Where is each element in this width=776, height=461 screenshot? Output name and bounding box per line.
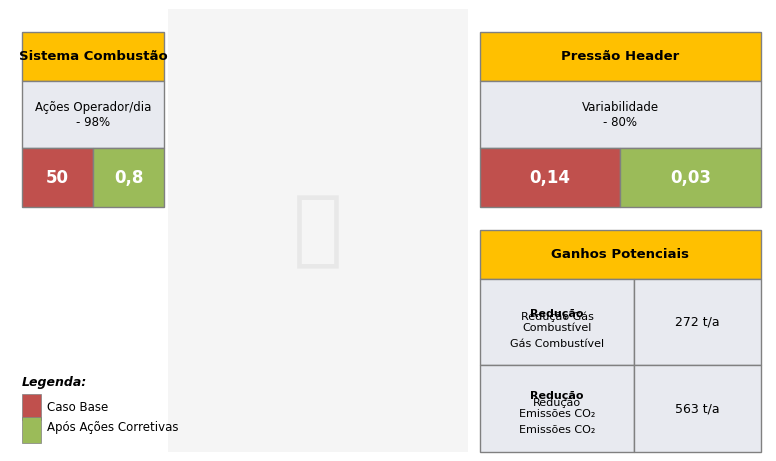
FancyBboxPatch shape: [168, 9, 468, 452]
FancyBboxPatch shape: [22, 32, 165, 81]
FancyBboxPatch shape: [620, 148, 760, 207]
Text: Redução: Redução: [530, 309, 584, 319]
FancyBboxPatch shape: [22, 148, 93, 207]
Text: Sistema Combustão: Sistema Combustão: [19, 50, 168, 63]
FancyBboxPatch shape: [634, 279, 760, 366]
FancyBboxPatch shape: [480, 230, 760, 279]
Text: Emissões CO₂: Emissões CO₂: [519, 425, 595, 435]
FancyBboxPatch shape: [480, 81, 760, 148]
Text: 563 t/a: 563 t/a: [675, 402, 720, 415]
Text: Redução Gás
Combustível: Redução Gás Combustível: [521, 311, 594, 333]
Text: Redução
Emissões CO₂: Redução Emissões CO₂: [519, 398, 595, 420]
Text: 0,03: 0,03: [670, 169, 711, 187]
Text: Ganhos Potenciais: Ganhos Potenciais: [551, 248, 689, 261]
Text: Legenda:: Legenda:: [22, 376, 88, 389]
Text: 🏭: 🏭: [293, 190, 343, 271]
FancyBboxPatch shape: [480, 366, 634, 452]
FancyBboxPatch shape: [22, 417, 41, 443]
Text: 272 t/a: 272 t/a: [675, 316, 720, 329]
FancyBboxPatch shape: [480, 279, 634, 366]
Text: 0,8: 0,8: [114, 169, 144, 187]
FancyBboxPatch shape: [480, 32, 760, 81]
FancyBboxPatch shape: [93, 148, 165, 207]
Text: 50: 50: [47, 169, 69, 187]
Text: Ações Operador/dia
- 98%: Ações Operador/dia - 98%: [35, 100, 151, 129]
FancyBboxPatch shape: [480, 148, 620, 207]
Text: Após Ações Corretivas: Após Ações Corretivas: [47, 421, 179, 434]
Text: Variabilidade
- 80%: Variabilidade - 80%: [582, 100, 659, 129]
Text: Caso Base: Caso Base: [47, 401, 109, 414]
FancyBboxPatch shape: [634, 366, 760, 452]
Text: Pressão Header: Pressão Header: [561, 50, 679, 63]
Text: Redução: Redução: [530, 390, 584, 401]
Text: 0,14: 0,14: [529, 169, 570, 187]
Text: Gás Combustível: Gás Combustível: [510, 339, 604, 349]
FancyBboxPatch shape: [22, 394, 41, 420]
FancyBboxPatch shape: [22, 81, 165, 148]
